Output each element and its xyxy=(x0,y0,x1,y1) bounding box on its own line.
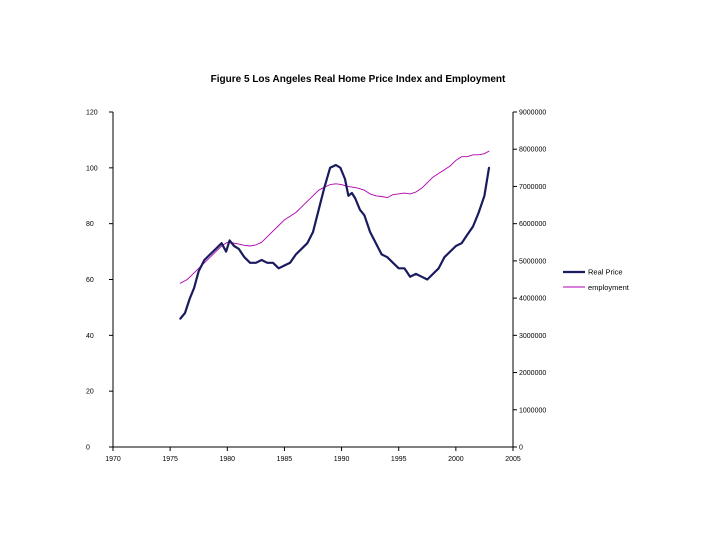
x-tick-label: 2005 xyxy=(505,456,521,463)
x-tick-label: 1990 xyxy=(334,456,350,463)
y-tick-label: 20 xyxy=(86,389,94,396)
y-tick-label: 40 xyxy=(86,333,94,340)
y2-tick-label: 2000000 xyxy=(519,370,546,377)
x-tick-label: 1970 xyxy=(105,456,121,463)
x-tick-label: 1985 xyxy=(277,456,293,463)
series-layer xyxy=(179,150,491,320)
series-line-employment xyxy=(179,150,490,284)
y2-tick-label: 5000000 xyxy=(519,258,546,265)
y2-tick-label: 0 xyxy=(519,445,523,452)
x-tick-label: 1975 xyxy=(162,456,178,463)
axes: 1970 1975 1980 1985 1990 1995 2000 2005 0 20 40 60 8… xyxy=(86,110,546,464)
y2-tick-label: 8000000 xyxy=(519,147,546,154)
y-tick-label: 120 xyxy=(86,110,98,117)
y-tick-label: 80 xyxy=(86,221,94,228)
y2-tick-label: 4000000 xyxy=(519,296,546,303)
x-tick-label: 2000 xyxy=(448,456,464,463)
legend-label-employment: employment xyxy=(588,283,630,292)
y2-tick-label: 1000000 xyxy=(519,407,546,414)
legend: Real Price employment xyxy=(563,268,630,292)
x-tick-label: 1980 xyxy=(219,456,235,463)
legend-label-real-price: Real Price xyxy=(588,268,623,277)
y2-tick-label: 6000000 xyxy=(519,221,546,228)
x-tick-label: 1995 xyxy=(391,456,407,463)
y-tick-label: 100 xyxy=(86,165,98,172)
y2-tick-label: 9000000 xyxy=(519,110,546,117)
y2-tick-label: 3000000 xyxy=(519,333,546,340)
y-tick-label: 60 xyxy=(86,277,94,284)
chart-title: Figure 5 Los Angeles Real Home Price Ind… xyxy=(211,74,506,85)
y-tick-label: 0 xyxy=(86,445,90,452)
series-line-real-price xyxy=(179,163,491,320)
y2-tick-label: 7000000 xyxy=(519,184,546,191)
